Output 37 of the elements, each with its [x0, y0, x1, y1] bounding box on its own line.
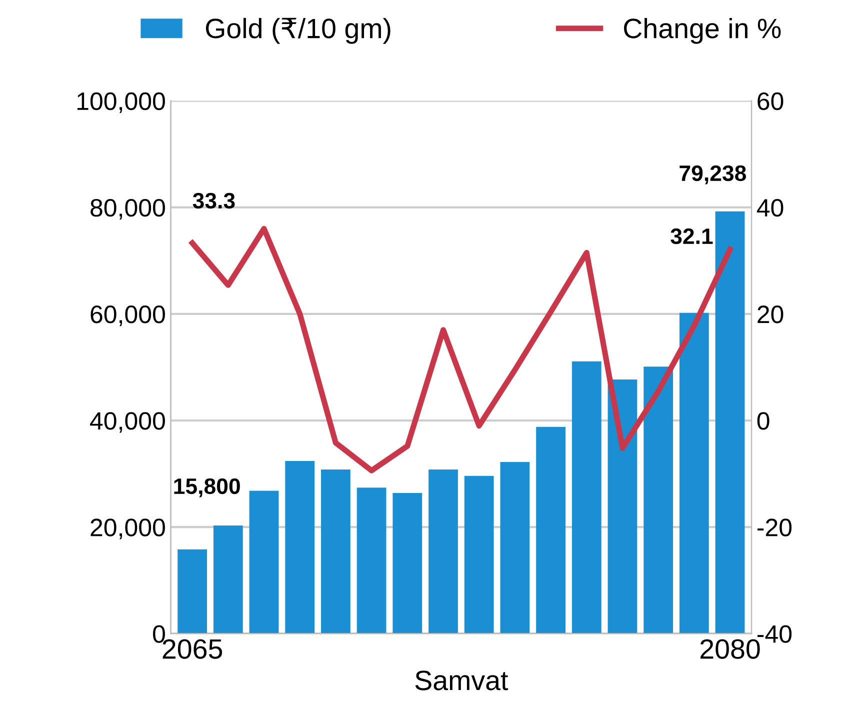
legend-label: Change in %: [624, 18, 781, 44]
bar: [572, 361, 602, 634]
bar: [608, 379, 638, 634]
bar: [249, 490, 279, 634]
x-tick-label: 2080: [700, 639, 760, 659]
bar: [536, 426, 566, 634]
y-tick-label: 40,000: [90, 412, 165, 433]
y2-tick-label: 60: [758, 92, 784, 110]
data-label: 79,238: [680, 165, 746, 184]
bar: [644, 366, 674, 634]
x-tick-label: 2065: [162, 639, 222, 659]
y-tick-label: 20,000: [90, 518, 165, 540]
y2-tick-label: 40: [756, 198, 784, 217]
bar: [321, 470, 350, 634]
x-axis-title: Samvat: [415, 670, 508, 690]
bar: [213, 525, 243, 634]
y2-tick-label: 0: [757, 412, 770, 430]
bar: [178, 549, 208, 634]
y-tick-label: 80,000: [90, 198, 165, 220]
data-label: 15,800: [174, 478, 240, 498]
bar: [715, 211, 745, 634]
bar: [285, 460, 315, 634]
bar: [356, 488, 386, 634]
y-tick-label: 100,000: [77, 92, 165, 114]
data-label: 32.1: [670, 228, 713, 244]
bar: [392, 492, 422, 634]
bar: [679, 312, 709, 634]
bar: [500, 462, 530, 634]
y2-tick-label: -20: [757, 518, 792, 536]
y-tick-label: 0: [153, 625, 165, 643]
bar: [428, 470, 458, 634]
data-label: 33.3: [192, 192, 235, 209]
legend-label: Gold (₹/10 gm): [206, 18, 390, 44]
y2-tick-label: -40: [757, 625, 792, 643]
y-tick-label: 60,000: [90, 306, 165, 326]
bar: [464, 476, 494, 634]
y2-tick-label: 20: [758, 306, 784, 324]
